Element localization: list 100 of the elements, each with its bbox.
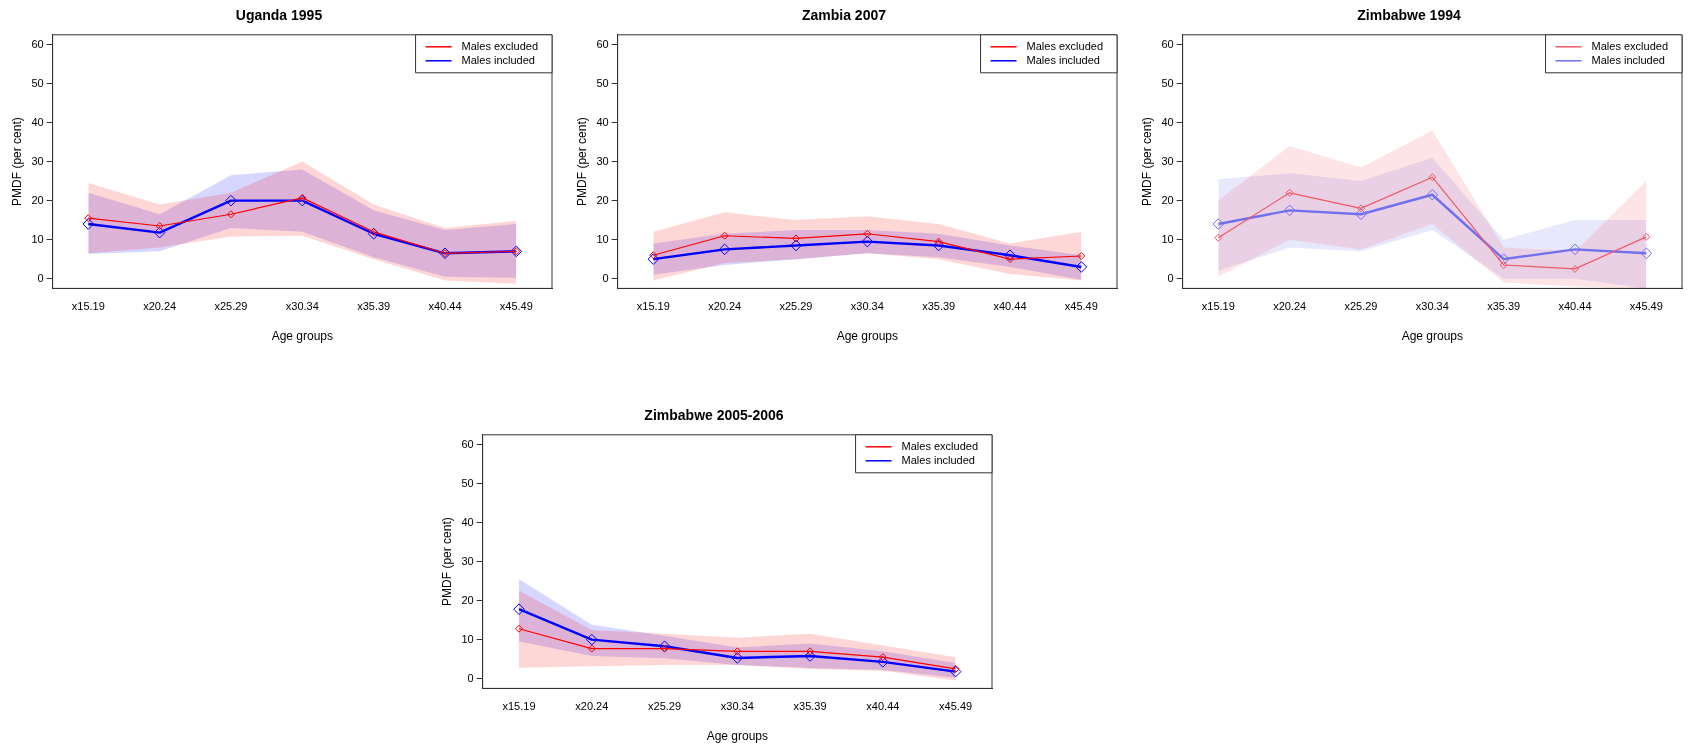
point (949, 665, 962, 678)
point (298, 193, 307, 202)
point (790, 239, 802, 252)
x-axis-title: Age groups (1401, 329, 1464, 344)
point (1570, 264, 1579, 273)
point (1005, 255, 1014, 264)
x-tick-label: x15.19 (1201, 300, 1235, 313)
point (806, 647, 815, 656)
x-axis-title: Age groups (271, 329, 334, 344)
point (1285, 188, 1294, 197)
point (718, 243, 731, 256)
x-tick-label: x20.24 (143, 300, 177, 313)
x-tick-label: x45.49 (939, 700, 973, 713)
point (951, 664, 960, 673)
legend-label: Males excluded (901, 439, 979, 452)
x-tick-label: x15.19 (71, 300, 105, 313)
point (1497, 253, 1510, 265)
y-tick-label: 20 (461, 593, 474, 606)
point (934, 237, 943, 246)
point (1004, 249, 1016, 262)
y-tick-label: 0 (37, 271, 44, 284)
y-tick-label: 40 (1161, 115, 1174, 128)
y-tick-label: 0 (602, 271, 609, 284)
y-tick-label: 10 (461, 632, 474, 645)
legend-label: Males included (901, 453, 975, 466)
x-tick-label: x35.39 (1487, 300, 1521, 313)
y-tick-label: 10 (31, 232, 44, 245)
y-tick-label: 30 (1161, 154, 1174, 167)
x-tick-label: x30.34 (285, 300, 319, 313)
y-tick-label: 60 (1161, 37, 1174, 50)
x-tick-label: x20.24 (575, 700, 609, 713)
point (82, 218, 95, 230)
x-tick-label: x40.44 (993, 300, 1027, 313)
y-tick-label: 50 (31, 76, 44, 89)
x-tick-label: x25.29 (648, 700, 682, 713)
x-tick-label: x15.19 (502, 700, 536, 713)
point (587, 644, 596, 653)
y-tick-label: 0 (1167, 271, 1174, 284)
y-tick-label: 30 (31, 154, 44, 167)
legend-label: Males excluded (1591, 39, 1669, 52)
y-tick-label: 60 (31, 37, 44, 50)
point (649, 251, 658, 260)
chart-title: Zimbabwe 1994 (1357, 7, 1461, 24)
y-tick-label: 20 (1161, 193, 1174, 206)
x-axis-title: Age groups (836, 329, 899, 344)
point (153, 226, 166, 239)
point (225, 194, 237, 207)
x-tick-label: x45.49 (499, 300, 533, 313)
x-tick-label: x25.29 (1344, 300, 1378, 313)
point (720, 231, 729, 240)
y-tick-label: 0 (467, 671, 474, 684)
x-tick-label: x30.34 (720, 700, 754, 713)
y-tick-label: 40 (596, 115, 609, 128)
legend-label: Males included (461, 53, 535, 66)
y-tick-label: 50 (461, 476, 474, 489)
point (513, 603, 525, 615)
point (1283, 204, 1296, 217)
x-tick-label: x30.34 (850, 300, 884, 313)
x-tick-label: x35.39 (793, 700, 827, 713)
x-tick-label: x45.49 (1064, 300, 1098, 313)
x-tick-label: x20.24 (1273, 300, 1307, 313)
point (877, 656, 889, 668)
x-tick-label: x35.39 (922, 300, 956, 313)
y-tick-label: 40 (461, 515, 474, 528)
chart-title: Zambia 2007 (801, 7, 887, 24)
point (1214, 233, 1223, 242)
x-tick-label: x45.49 (1629, 300, 1663, 313)
y-tick-label: 20 (596, 193, 609, 206)
x-tick-label: x25.29 (214, 300, 248, 313)
point (226, 210, 235, 219)
point (1569, 243, 1581, 256)
legend-label: Males included (1591, 53, 1665, 66)
y-tick-label: 50 (1161, 76, 1174, 89)
y-axis-title: PMDF (per cent) (574, 117, 589, 206)
point (1075, 261, 1088, 273)
y-tick-label: 20 (31, 193, 44, 206)
y-tick-label: 40 (31, 115, 44, 128)
point (1642, 232, 1651, 241)
y-tick-label: 60 (596, 37, 609, 50)
point (647, 253, 660, 265)
point (660, 644, 669, 653)
point (296, 194, 309, 207)
x-tick-label: x40.44 (428, 300, 462, 313)
x-tick-label: x25.29 (779, 300, 813, 313)
point (1077, 252, 1086, 261)
x-tick-label: x40.44 (1558, 300, 1592, 313)
y-tick-label: 50 (596, 76, 609, 89)
chart-title: Zimbabwe 2005-2006 (644, 407, 784, 424)
y-axis-title: PMDF (per cent) (9, 117, 24, 206)
x-tick-label: x30.34 (1415, 300, 1449, 313)
point (863, 229, 872, 238)
point (1428, 173, 1437, 182)
legend-label: Males excluded (1026, 39, 1104, 52)
point (1426, 188, 1439, 201)
point (155, 221, 164, 230)
y-axis-title: PMDF (per cent) (439, 517, 454, 606)
point (515, 624, 524, 633)
point (878, 653, 887, 662)
point (932, 239, 945, 252)
point (804, 650, 816, 662)
